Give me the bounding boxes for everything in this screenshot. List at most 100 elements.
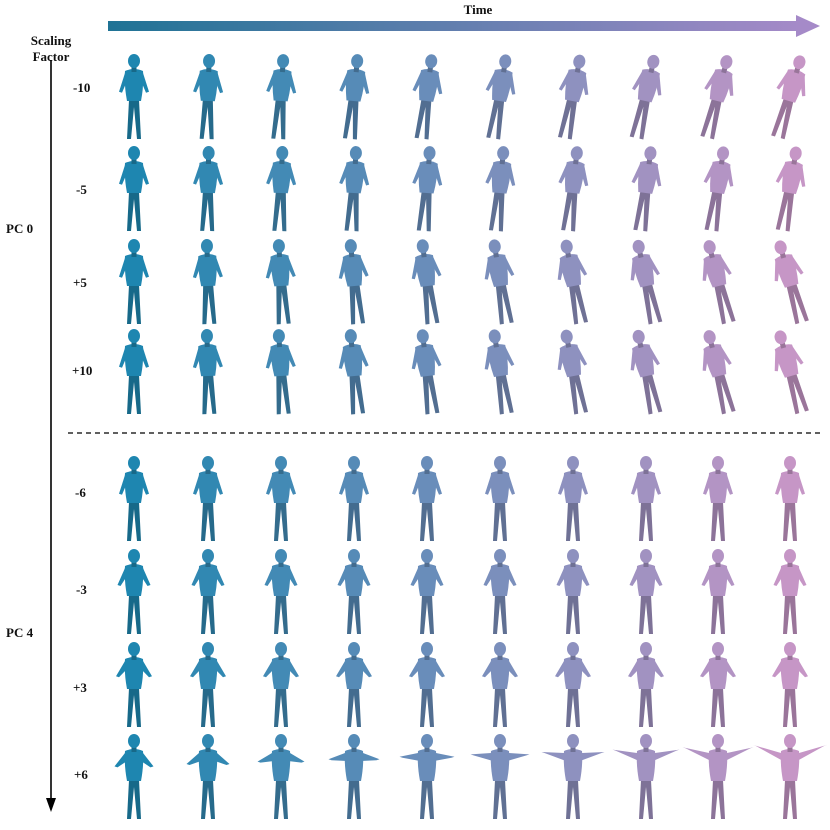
figure-legs [276, 284, 291, 325]
figure-right-arm [725, 661, 736, 678]
figure-legs [495, 374, 514, 415]
figure-torso [490, 657, 510, 689]
human-figure [557, 54, 589, 140]
figure-neck [424, 468, 430, 474]
figure-neck [131, 654, 137, 660]
figure-left-arm [704, 71, 715, 90]
human-figure [336, 642, 372, 727]
figure-legs [561, 191, 578, 232]
figure-torso [559, 344, 581, 378]
figure-torso [418, 161, 438, 194]
figure-legs [566, 780, 580, 819]
human-figure [700, 642, 736, 727]
figure-neck [424, 561, 430, 567]
figure-legs [493, 780, 507, 819]
figure-legs [342, 99, 359, 140]
figure-neck [643, 654, 649, 660]
figure-legs [495, 284, 514, 325]
human-figure [555, 642, 591, 727]
human-figure [119, 239, 149, 324]
figure-neck [497, 746, 503, 752]
human-figure [257, 734, 305, 819]
figure-neck [643, 561, 649, 567]
human-figure [337, 549, 371, 634]
figure-legs [274, 595, 288, 634]
human-figure [484, 329, 515, 415]
figure-torso [344, 564, 364, 596]
figure-head [784, 456, 796, 470]
figure-legs [711, 780, 725, 819]
figure-left-arm [337, 568, 347, 586]
figure-torso [344, 749, 364, 781]
figure-neck [205, 746, 211, 752]
figure-legs [420, 595, 434, 634]
figure-legs [422, 284, 440, 325]
human-figure [773, 549, 807, 634]
figure-legs [569, 283, 589, 325]
figure-right-arm [797, 744, 828, 761]
figure-torso [487, 344, 508, 378]
figure-head [421, 642, 433, 656]
human-figure [193, 456, 223, 541]
figure-head [128, 549, 140, 563]
figure-torso [198, 254, 217, 287]
figure-head [712, 549, 724, 563]
figure-torso [490, 564, 510, 596]
figure-right-arm [359, 347, 369, 367]
figure-head [421, 549, 433, 563]
figure-right-arm [725, 568, 735, 586]
human-figure [119, 146, 149, 231]
human-figure [186, 734, 230, 819]
figure-torso [124, 344, 144, 376]
human-figure [557, 239, 589, 325]
group-label-pc4: PC 4 [6, 625, 34, 640]
figure-neck [715, 746, 721, 752]
human-figure [116, 642, 152, 727]
figure-right-arm [434, 753, 455, 761]
figure-torso [708, 749, 728, 781]
figure-legs [639, 780, 653, 819]
figure-torso [272, 69, 292, 102]
figure-legs [420, 688, 434, 727]
figure-legs [276, 374, 291, 415]
figure-torso [417, 749, 437, 781]
figure-neck [131, 341, 137, 347]
figure-head [640, 456, 652, 470]
human-figure [485, 456, 515, 541]
figure-torso [271, 564, 291, 596]
figure-legs [642, 283, 663, 325]
human-figure [558, 146, 589, 232]
figure-torso [271, 471, 291, 503]
human-figure [266, 456, 296, 541]
figure-neck [787, 561, 793, 567]
human-figure [700, 55, 734, 140]
figure-head [784, 642, 796, 656]
figure-head [344, 329, 357, 344]
figure-head [640, 642, 652, 656]
figure-torso [565, 161, 585, 194]
figure-head [632, 239, 645, 254]
figure-left-arm [612, 749, 639, 761]
figure-left-arm [263, 661, 274, 678]
figure-head [344, 239, 357, 254]
figure-torso [708, 564, 728, 596]
figure-right-arm [653, 661, 664, 678]
figure-legs [349, 284, 366, 325]
figure-right-arm [141, 568, 151, 586]
figure-head [128, 329, 140, 343]
figure-legs [566, 688, 580, 727]
figure-head [494, 456, 506, 470]
figure-right-arm [797, 661, 808, 678]
human-figure [612, 734, 680, 819]
figure-torso [563, 749, 583, 781]
figure-left-arm [628, 661, 639, 678]
figure-neck [278, 746, 284, 752]
figure-head [202, 146, 215, 161]
figure-right-arm [577, 346, 588, 366]
figure-neck [351, 561, 357, 567]
figure-legs [201, 502, 215, 541]
figure-right-arm [649, 256, 660, 276]
human-figure [119, 456, 149, 541]
figure-legs [786, 373, 809, 415]
figure-head [202, 456, 214, 470]
